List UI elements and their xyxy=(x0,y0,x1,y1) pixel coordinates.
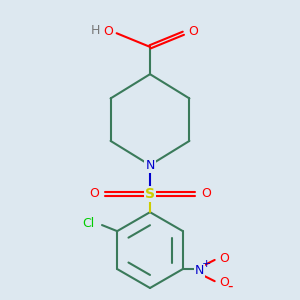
Text: Cl: Cl xyxy=(82,217,94,230)
Text: O: O xyxy=(104,25,114,38)
Text: -: - xyxy=(228,279,233,294)
Text: S: S xyxy=(145,187,155,201)
Text: O: O xyxy=(219,252,229,265)
Text: O: O xyxy=(89,188,99,200)
Text: O: O xyxy=(201,188,211,200)
Text: N: N xyxy=(195,264,204,277)
Text: H: H xyxy=(91,24,100,37)
Text: N: N xyxy=(145,159,155,172)
Text: O: O xyxy=(188,25,198,38)
Text: O: O xyxy=(219,276,229,289)
Text: +: + xyxy=(202,260,211,269)
